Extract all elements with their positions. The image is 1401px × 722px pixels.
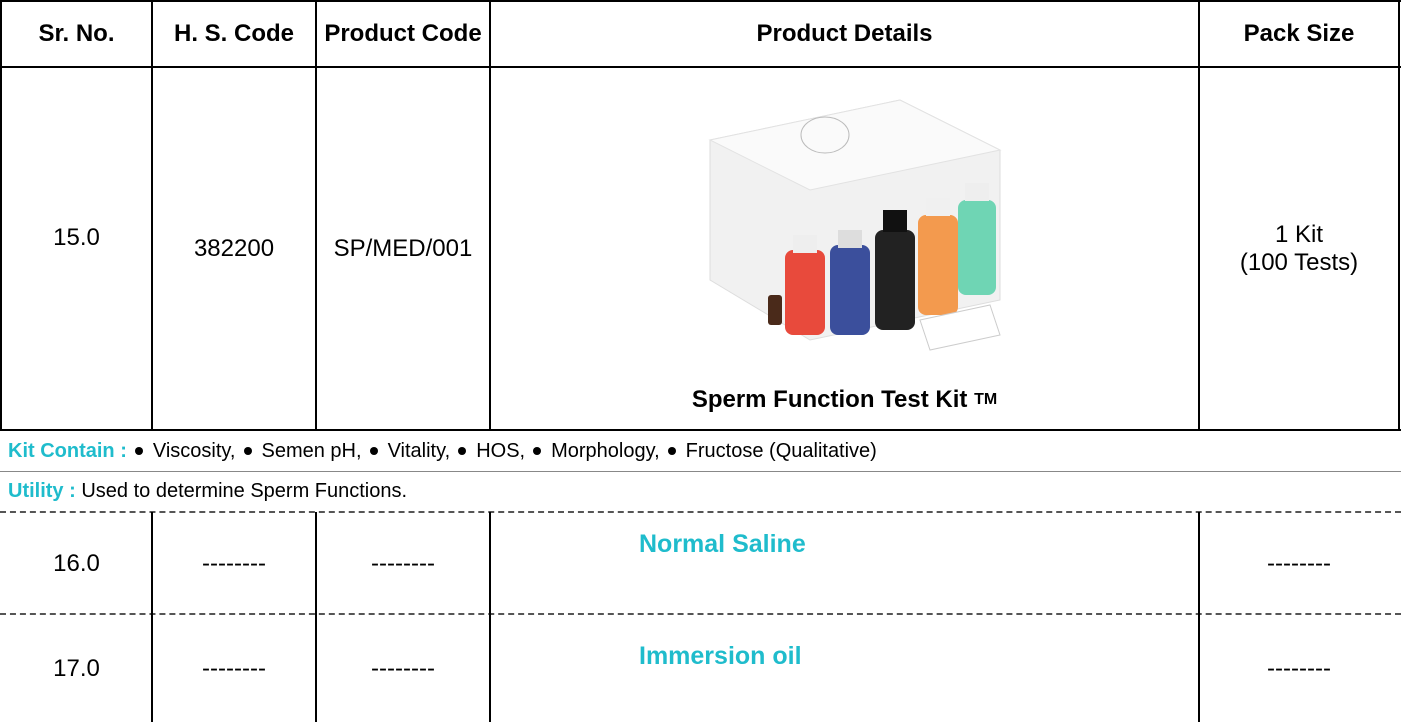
hs-cell: -------- (202, 655, 266, 682)
bullet (533, 447, 542, 455)
code-cell: SP/MED/001 (333, 234, 473, 262)
bullet (243, 447, 252, 455)
kit-item: Semen pH, (261, 439, 362, 462)
header-cell: Product Code (324, 20, 482, 47)
border (0, 613, 1401, 615)
kit-item: Vitality, (387, 439, 451, 462)
kit-item: Morphology, (551, 439, 660, 462)
bullet (458, 447, 467, 455)
product-name-text: Sperm Function Test Kit (691, 386, 968, 413)
sr-cell: 15.0 (53, 224, 100, 251)
header-cell: Sr. No. (38, 20, 115, 47)
sr-cell: 17.0 (53, 655, 100, 682)
pack-cell: 1 Kit (100 Tests) (1200, 68, 1398, 429)
utility-text: Used to determine Sperm Functions. (81, 480, 408, 502)
product-name: Sperm Function Test Kit TM (491, 372, 1198, 428)
border (315, 512, 317, 722)
header-cell: Product Details (756, 20, 933, 47)
kit-item: Viscosity, (152, 439, 236, 462)
product-image (708, 99, 1002, 351)
pack-line: (100 Tests) (1239, 248, 1359, 276)
bullet (667, 447, 676, 455)
hs-cell: -------- (202, 549, 266, 577)
trademark: TM (974, 391, 998, 408)
header-cell: Pack Size (1243, 20, 1355, 47)
border (0, 0, 1401, 2)
border (0, 0, 2, 430)
utility: Utility : Used to determine Sperm Functi… (8, 472, 407, 511)
product-name: Immersion oil (639, 641, 802, 670)
kit-label: Kit Contain : (8, 439, 127, 462)
pack-cell: -------- (1267, 655, 1331, 682)
border (315, 0, 317, 430)
kit-item: Fructose (Qualitative) (685, 439, 877, 462)
code-cell: -------- (371, 655, 435, 682)
utility-label: Utility : (8, 480, 76, 502)
sr-cell: 16.0 (53, 549, 100, 577)
pack-cell: -------- (1267, 549, 1331, 577)
border (0, 511, 1401, 513)
pack-line: 1 Kit (1274, 220, 1324, 248)
header-cell: H. S. Code (173, 20, 294, 47)
border (0, 429, 1401, 431)
kit-item: HOS, (476, 439, 526, 462)
kit-contain: Kit Contain : Viscosity, Semen pH, Vitalit… (8, 431, 877, 471)
code-cell: -------- (371, 549, 435, 577)
border (0, 66, 1401, 68)
product-name: Normal Saline (639, 529, 806, 558)
border (151, 512, 153, 722)
border (1398, 0, 1400, 430)
border (0, 471, 1401, 472)
bullet (369, 447, 378, 455)
border (489, 512, 491, 722)
border (1198, 0, 1200, 430)
border (489, 0, 491, 430)
bullet (134, 447, 143, 455)
border (151, 0, 153, 430)
hs-cell: 382200 (193, 234, 275, 262)
border (1198, 512, 1200, 722)
